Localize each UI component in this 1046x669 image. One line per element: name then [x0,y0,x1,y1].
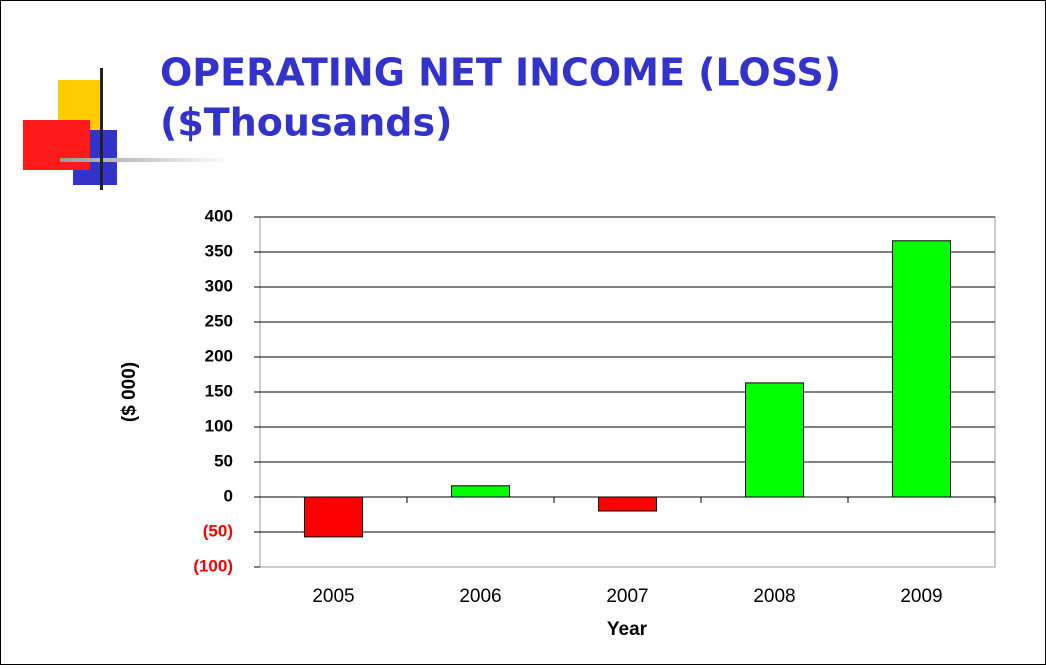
deco-red [23,120,90,170]
title-line: OPERATING NET INCOME (LOSS) [160,51,841,95]
x-tick-label: 2009 [900,586,942,607]
deco-line [60,158,230,162]
bar [892,240,951,498]
bar [451,485,510,498]
bar [598,496,657,512]
y-tick-label: 50 [214,451,233,470]
y-tick-label: 400 [205,206,233,225]
y-tick-label: 250 [205,311,233,330]
x-tick-label: 2007 [606,586,648,607]
y-tick-label: 350 [205,241,233,260]
x-tick-label: 2006 [459,586,501,607]
chart: (100) (50) 0 50 100 150 200 250 300 350 400 2005 200… [193,206,996,607]
y-tick-label: 300 [205,276,233,295]
y-tick-label: (50) [203,521,233,540]
y-tick-label: 200 [205,346,233,365]
title-line: ($Thousands) [160,101,452,145]
y-tick-label: 150 [205,381,233,400]
deco-bar [100,68,103,190]
title: OPERATING NET INCOME (LOSS) ($Thousands) [160,51,841,145]
bar [745,382,804,498]
y-tick-label: 0 [224,486,233,505]
x-tick-label: 2008 [753,586,795,607]
y-axis-label: ($ 000) [119,362,140,422]
bar [304,496,363,538]
x-axis-label: Year [607,619,648,640]
y-tick-label: 100 [205,416,233,435]
x-tick-label: 2005 [312,586,354,607]
y-tick-label: (100) [193,556,233,575]
